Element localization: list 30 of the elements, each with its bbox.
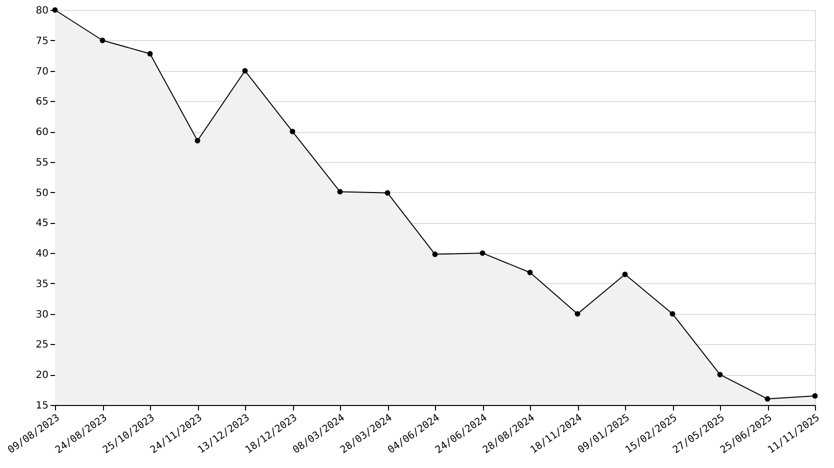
point [812,393,818,399]
y-tick-label: 75 [36,36,48,47]
y-tick-label: 65 [36,96,48,108]
y-tick-label: 25 [36,340,48,351]
point [574,311,580,317]
y-tick-label: 35 [36,278,48,290]
point [100,38,106,44]
point [527,270,533,276]
y-tick-label: 15 [36,400,48,412]
point [337,188,343,194]
y-tick-label: 50 [36,188,48,199]
y-tick-label: 80 [36,6,48,16]
y-tick-label: 70 [36,66,48,78]
point [384,190,390,196]
y-tick-label: 60 [36,127,48,138]
point [242,68,248,74]
y-tick-label: 45 [36,218,48,230]
point [480,250,486,256]
y-tick-label: 30 [36,309,48,320]
point [670,311,676,317]
point [194,138,200,144]
point [622,272,628,278]
point [432,252,438,258]
point [290,128,296,134]
point [147,51,153,56]
point [764,396,770,402]
point [717,372,723,378]
y-tick-label: 55 [36,157,48,168]
y-tick-label: 40 [36,248,48,260]
y-tick-label: 20 [36,370,48,382]
